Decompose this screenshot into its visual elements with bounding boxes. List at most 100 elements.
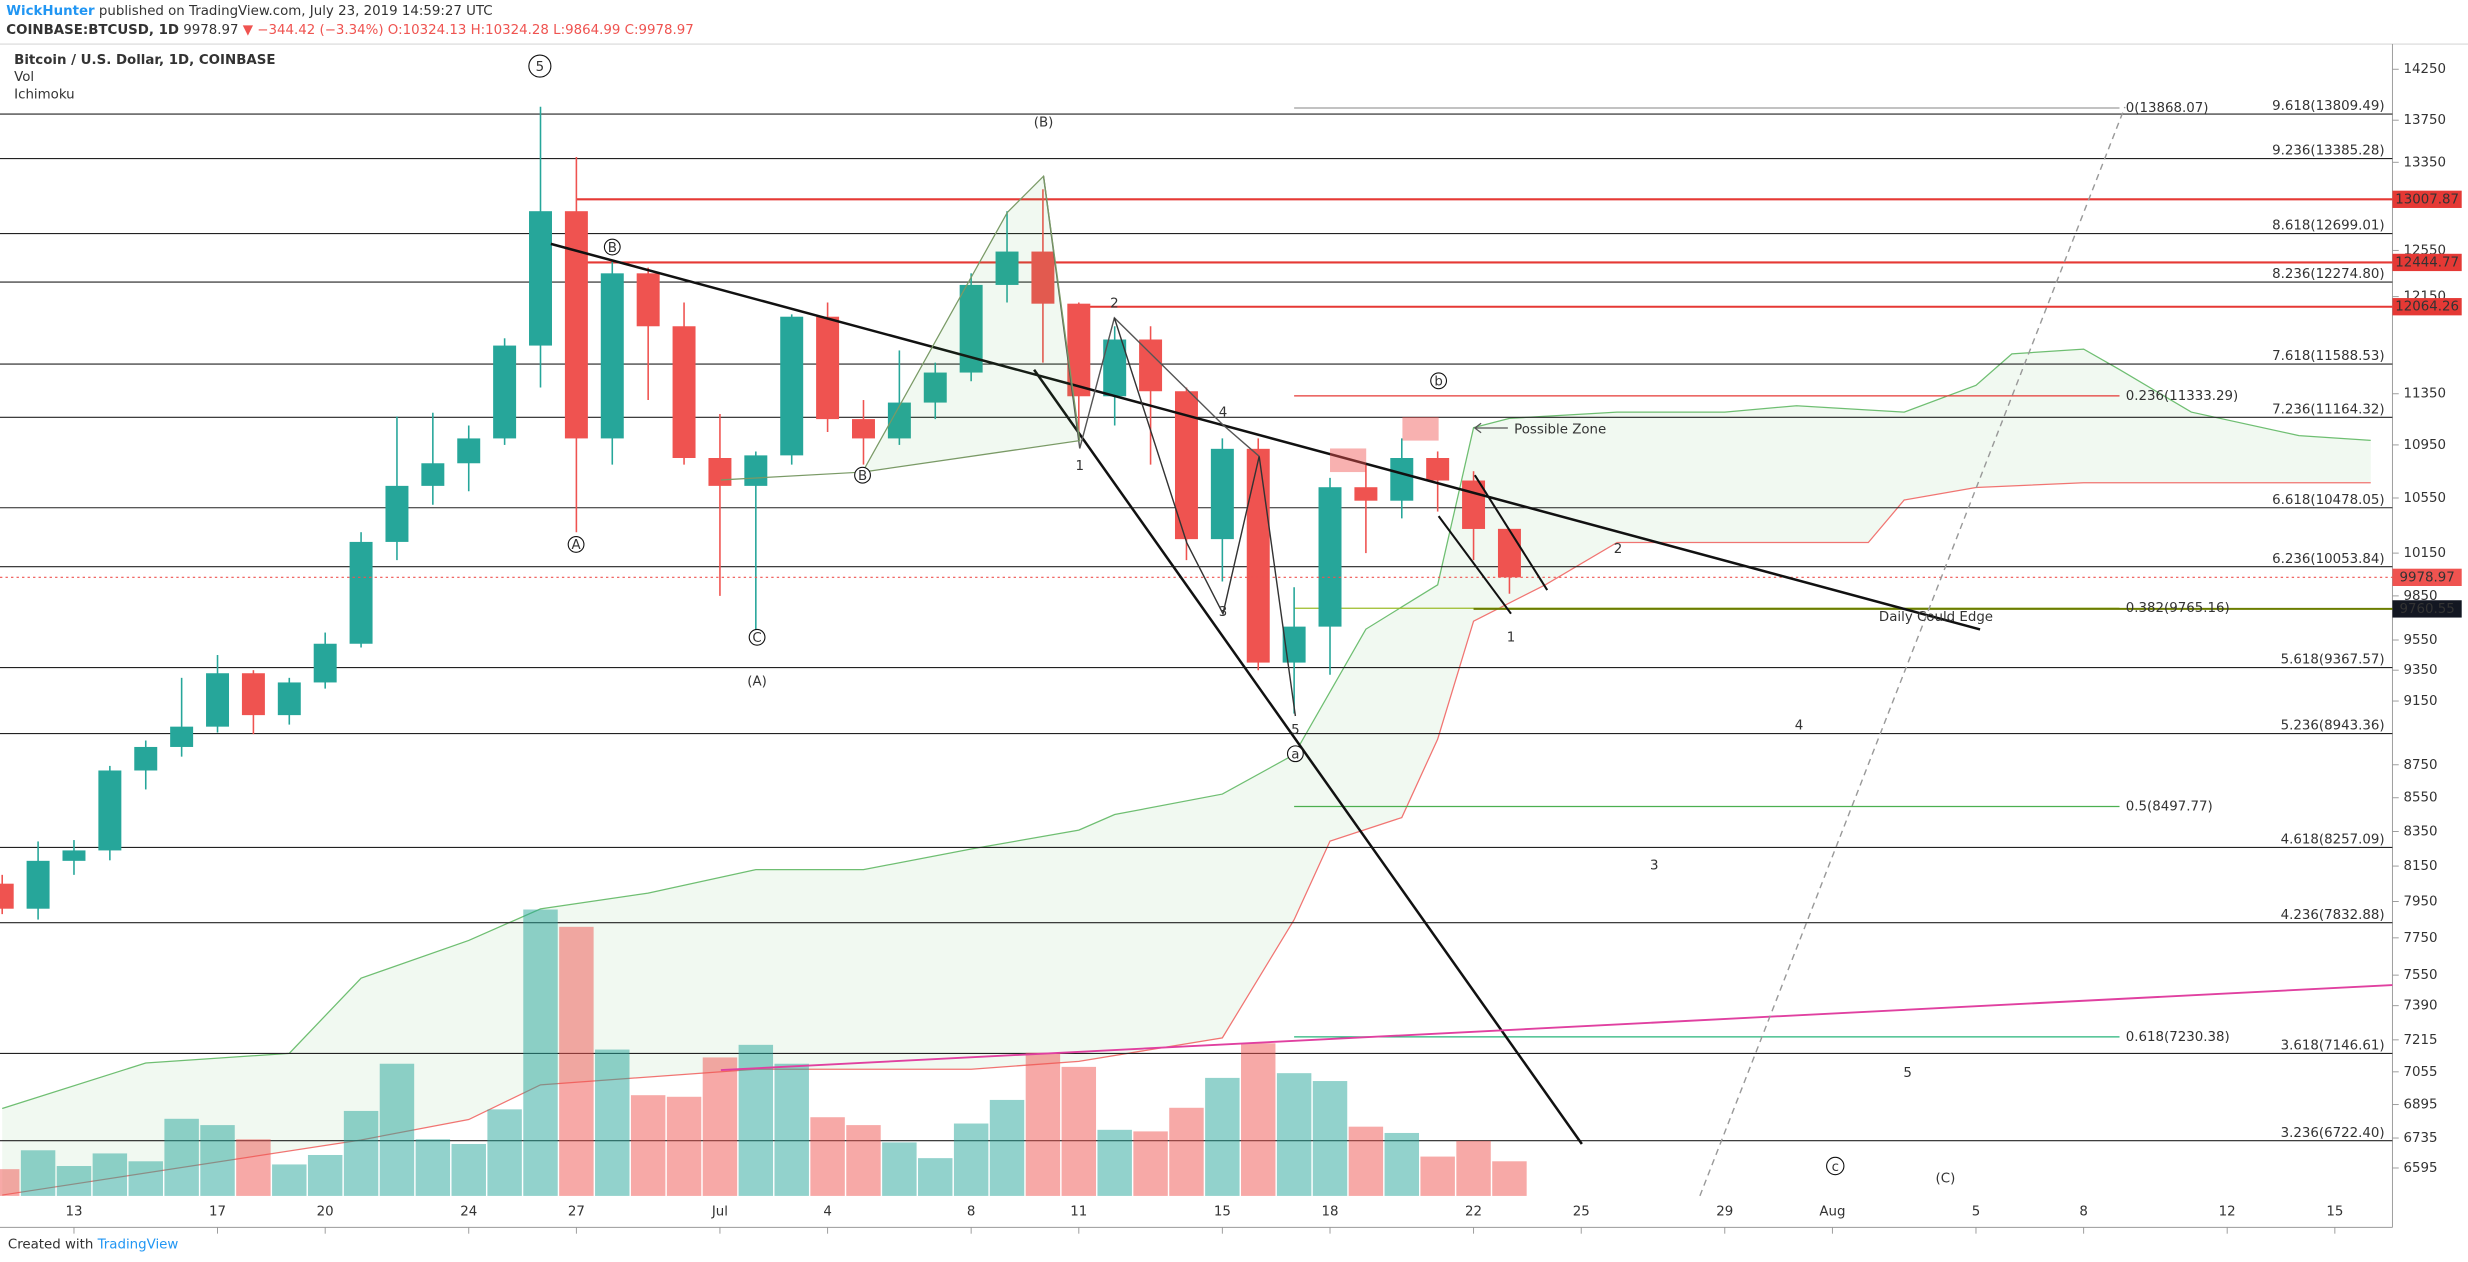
volume-bar: [523, 909, 558, 1196]
ohlc-open: O:10324.13: [388, 23, 467, 38]
wave-label: 1: [1507, 630, 1516, 645]
candle-body: [1390, 458, 1414, 501]
author[interactable]: WickHunter: [6, 4, 95, 19]
volume-bar: [1061, 1066, 1097, 1196]
drawings: [550, 106, 2393, 1197]
x-tick-label: 25: [1573, 1205, 1590, 1220]
candle-body: [1497, 528, 1521, 578]
candle-body: [708, 458, 732, 486]
trend-line: [1473, 474, 1549, 591]
price-badge-label: 13007.87: [2395, 192, 2459, 207]
footer-brand[interactable]: TradingView: [97, 1238, 179, 1253]
x-tick-label: 27: [568, 1205, 585, 1220]
retracement-label: 0.382(9765.16): [2126, 601, 2230, 616]
candle-body: [98, 770, 122, 851]
volume-bar: [702, 1057, 738, 1196]
volume-bar: [953, 1123, 989, 1196]
volume-bar: [918, 1158, 953, 1196]
published: published on TradingView.com, July 23, 2…: [99, 4, 493, 19]
x-tick-label: Aug: [1819, 1205, 1845, 1220]
fib-label: 6.236(10053.84): [2272, 552, 2384, 567]
candle-body: [134, 746, 158, 771]
candle-body: [241, 673, 265, 716]
candle-body: [672, 326, 696, 459]
price-badge-label: 12064.26: [2395, 300, 2459, 315]
volume-bar: [989, 1099, 1025, 1196]
wave-label: 2: [1110, 297, 1119, 312]
wave-line: [1113, 317, 1297, 717]
y-tick-label: 10550: [2403, 491, 2446, 506]
candle-body: [1139, 339, 1163, 392]
candle-body: [1067, 303, 1091, 397]
footer: Created with TradingView: [8, 1238, 179, 1253]
y-tick-label: 7390: [2403, 999, 2437, 1014]
y-tick-label: 8150: [2403, 859, 2437, 874]
x-tick-label: 24: [460, 1205, 477, 1220]
retracement-label: 0.618(7230.38): [2126, 1030, 2230, 1045]
candle-body: [995, 251, 1019, 285]
volume-bar: [236, 1139, 271, 1196]
y-tick-label: 7950: [2403, 895, 2437, 910]
circled-label: c: [1832, 1160, 1839, 1175]
wave-label: 5: [1291, 723, 1300, 738]
wave-circle: [603, 238, 621, 256]
volume-bar: [738, 1044, 774, 1196]
volume-bar: [1169, 1107, 1204, 1196]
wave-label: 4: [1795, 718, 1804, 733]
candle-body: [457, 438, 481, 464]
volume-bar: [307, 1154, 343, 1196]
y-tick-label: 7750: [2403, 931, 2437, 946]
circled-label: a: [1291, 748, 1299, 763]
fib-label: 5.618(9367.57): [2281, 653, 2385, 668]
wave-circle: [567, 536, 585, 553]
price-badge-label: 9760.55: [2399, 602, 2454, 617]
x-tick-label: 18: [1322, 1205, 1339, 1220]
change: ▼ −344.42 (−3.34%): [243, 23, 384, 38]
trend-line: [550, 242, 1981, 631]
volume-bar: [882, 1142, 917, 1196]
symbol-line: COINBASE:BTCUSD, 1D 9978.97 ▼ −344.42 (−…: [6, 23, 693, 38]
volume-bar: [1348, 1126, 1384, 1196]
y-tick-label: 7550: [2403, 968, 2437, 983]
wave-label: 2: [1614, 542, 1623, 557]
y-tick-label: 10150: [2403, 546, 2446, 561]
fib-label: 3.618(7146.61): [2281, 1039, 2385, 1054]
price-badge-label: 9978.97: [2399, 570, 2454, 585]
circled-label: b: [1434, 375, 1442, 390]
volume-bar: [630, 1095, 666, 1196]
volume-bar: [810, 1117, 845, 1196]
fib-label: 7.618(11588.53): [2272, 349, 2384, 364]
x-tick-label: 11: [1070, 1205, 1087, 1220]
fib-label: 4.236(7832.88): [2281, 908, 2385, 923]
labels: Bitcoin / U.S. Dollar, 1D, COINBASE Vol Ic…: [14, 53, 2462, 1234]
footer-prefix: Created with: [8, 1238, 93, 1253]
y-tick-label: 8350: [2403, 825, 2437, 840]
wave-label: Possible Zone: [1514, 423, 1606, 438]
x-tick-label: 4: [823, 1205, 832, 1220]
price-badge: [2392, 190, 2462, 208]
candle-body: [529, 211, 552, 346]
ohlc-close: C:9978.97: [625, 23, 694, 38]
wave-circle: [528, 54, 552, 78]
y-tick-label: 14250: [2403, 62, 2446, 77]
candle-body: [170, 726, 194, 747]
x-tick-label: 5: [1972, 1205, 1981, 1220]
zone-box: [1402, 416, 1439, 441]
volume-bar: [1420, 1156, 1455, 1196]
candle-body: [600, 273, 624, 439]
y-tick-label: 9850: [2403, 589, 2437, 604]
volume-bar: [343, 1110, 379, 1196]
x-tick-label: Jul: [711, 1205, 728, 1220]
y-tick-label: 13350: [2403, 155, 2446, 170]
trend-line: [1033, 369, 1583, 1145]
candle-body: [1103, 339, 1127, 397]
volume-bar: [1097, 1129, 1132, 1196]
fib-label: 8.618(12699.01): [2272, 219, 2384, 234]
ohlc-low: L:9864.99: [553, 23, 620, 38]
trend-line: [720, 984, 2393, 1071]
volume-bar: [1241, 1043, 1276, 1196]
symbol: COINBASE:BTCUSD, 1D: [6, 23, 179, 38]
x-tick-label: 15: [1214, 1205, 1231, 1220]
volume-bar: [56, 1166, 92, 1196]
